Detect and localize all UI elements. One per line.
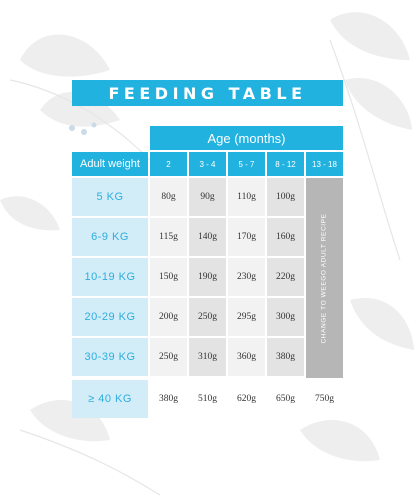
- change-recipe-cell: CHANGE TO WEEGO ADULT RECIPE: [306, 178, 343, 378]
- portion-cell: 650g: [267, 380, 304, 418]
- age-column-header: 8 - 12: [267, 152, 304, 176]
- feeding-table-title: FEEDING TABLE: [72, 80, 343, 106]
- portion-cell: 310g: [189, 338, 226, 376]
- portion-cell: 380g: [267, 338, 304, 376]
- weight-label: 30-39 KG: [72, 338, 148, 376]
- weight-label: 6-9 KG: [72, 218, 148, 256]
- portion-cell: 360g: [228, 338, 265, 376]
- weight-label: 5 KG: [72, 178, 148, 216]
- portion-cell: 80g: [150, 178, 187, 216]
- portion-cell: 115g: [150, 218, 187, 256]
- change-recipe-label: CHANGE TO WEEGO ADULT RECIPE: [321, 212, 328, 344]
- portion-cell: 200g: [150, 298, 187, 336]
- portion-cell: 110g: [228, 178, 265, 216]
- portion-cell: 295g: [228, 298, 265, 336]
- portion-cell: 170g: [228, 218, 265, 256]
- weight-label: ≥ 40 KG: [72, 380, 148, 418]
- portion-cell: 750g: [306, 380, 343, 418]
- age-column-header: 3 - 4: [189, 152, 226, 176]
- portion-cell: 620g: [228, 380, 265, 418]
- portion-cell: 190g: [189, 258, 226, 296]
- portion-cell: 100g: [267, 178, 304, 216]
- portion-cell: 510g: [189, 380, 226, 418]
- age-column-header: 5 - 7: [228, 152, 265, 176]
- portion-cell: 300g: [267, 298, 304, 336]
- adult-weight-header: Adult weight: [72, 152, 148, 176]
- weight-label: 20-29 KG: [72, 298, 148, 336]
- age-months-header: Age (months): [150, 126, 343, 150]
- portion-cell: 250g: [189, 298, 226, 336]
- portion-cell: 250g: [150, 338, 187, 376]
- portion-cell: 220g: [267, 258, 304, 296]
- portion-cell: 140g: [189, 218, 226, 256]
- age-column-header: 13 - 18: [306, 152, 343, 176]
- weight-label: 10-19 KG: [72, 258, 148, 296]
- portion-cell: 160g: [267, 218, 304, 256]
- portion-cell: 230g: [228, 258, 265, 296]
- portion-cell: 380g: [150, 380, 187, 418]
- age-column-header: 2: [150, 152, 187, 176]
- portion-cell: 90g: [189, 178, 226, 216]
- portion-cell: 150g: [150, 258, 187, 296]
